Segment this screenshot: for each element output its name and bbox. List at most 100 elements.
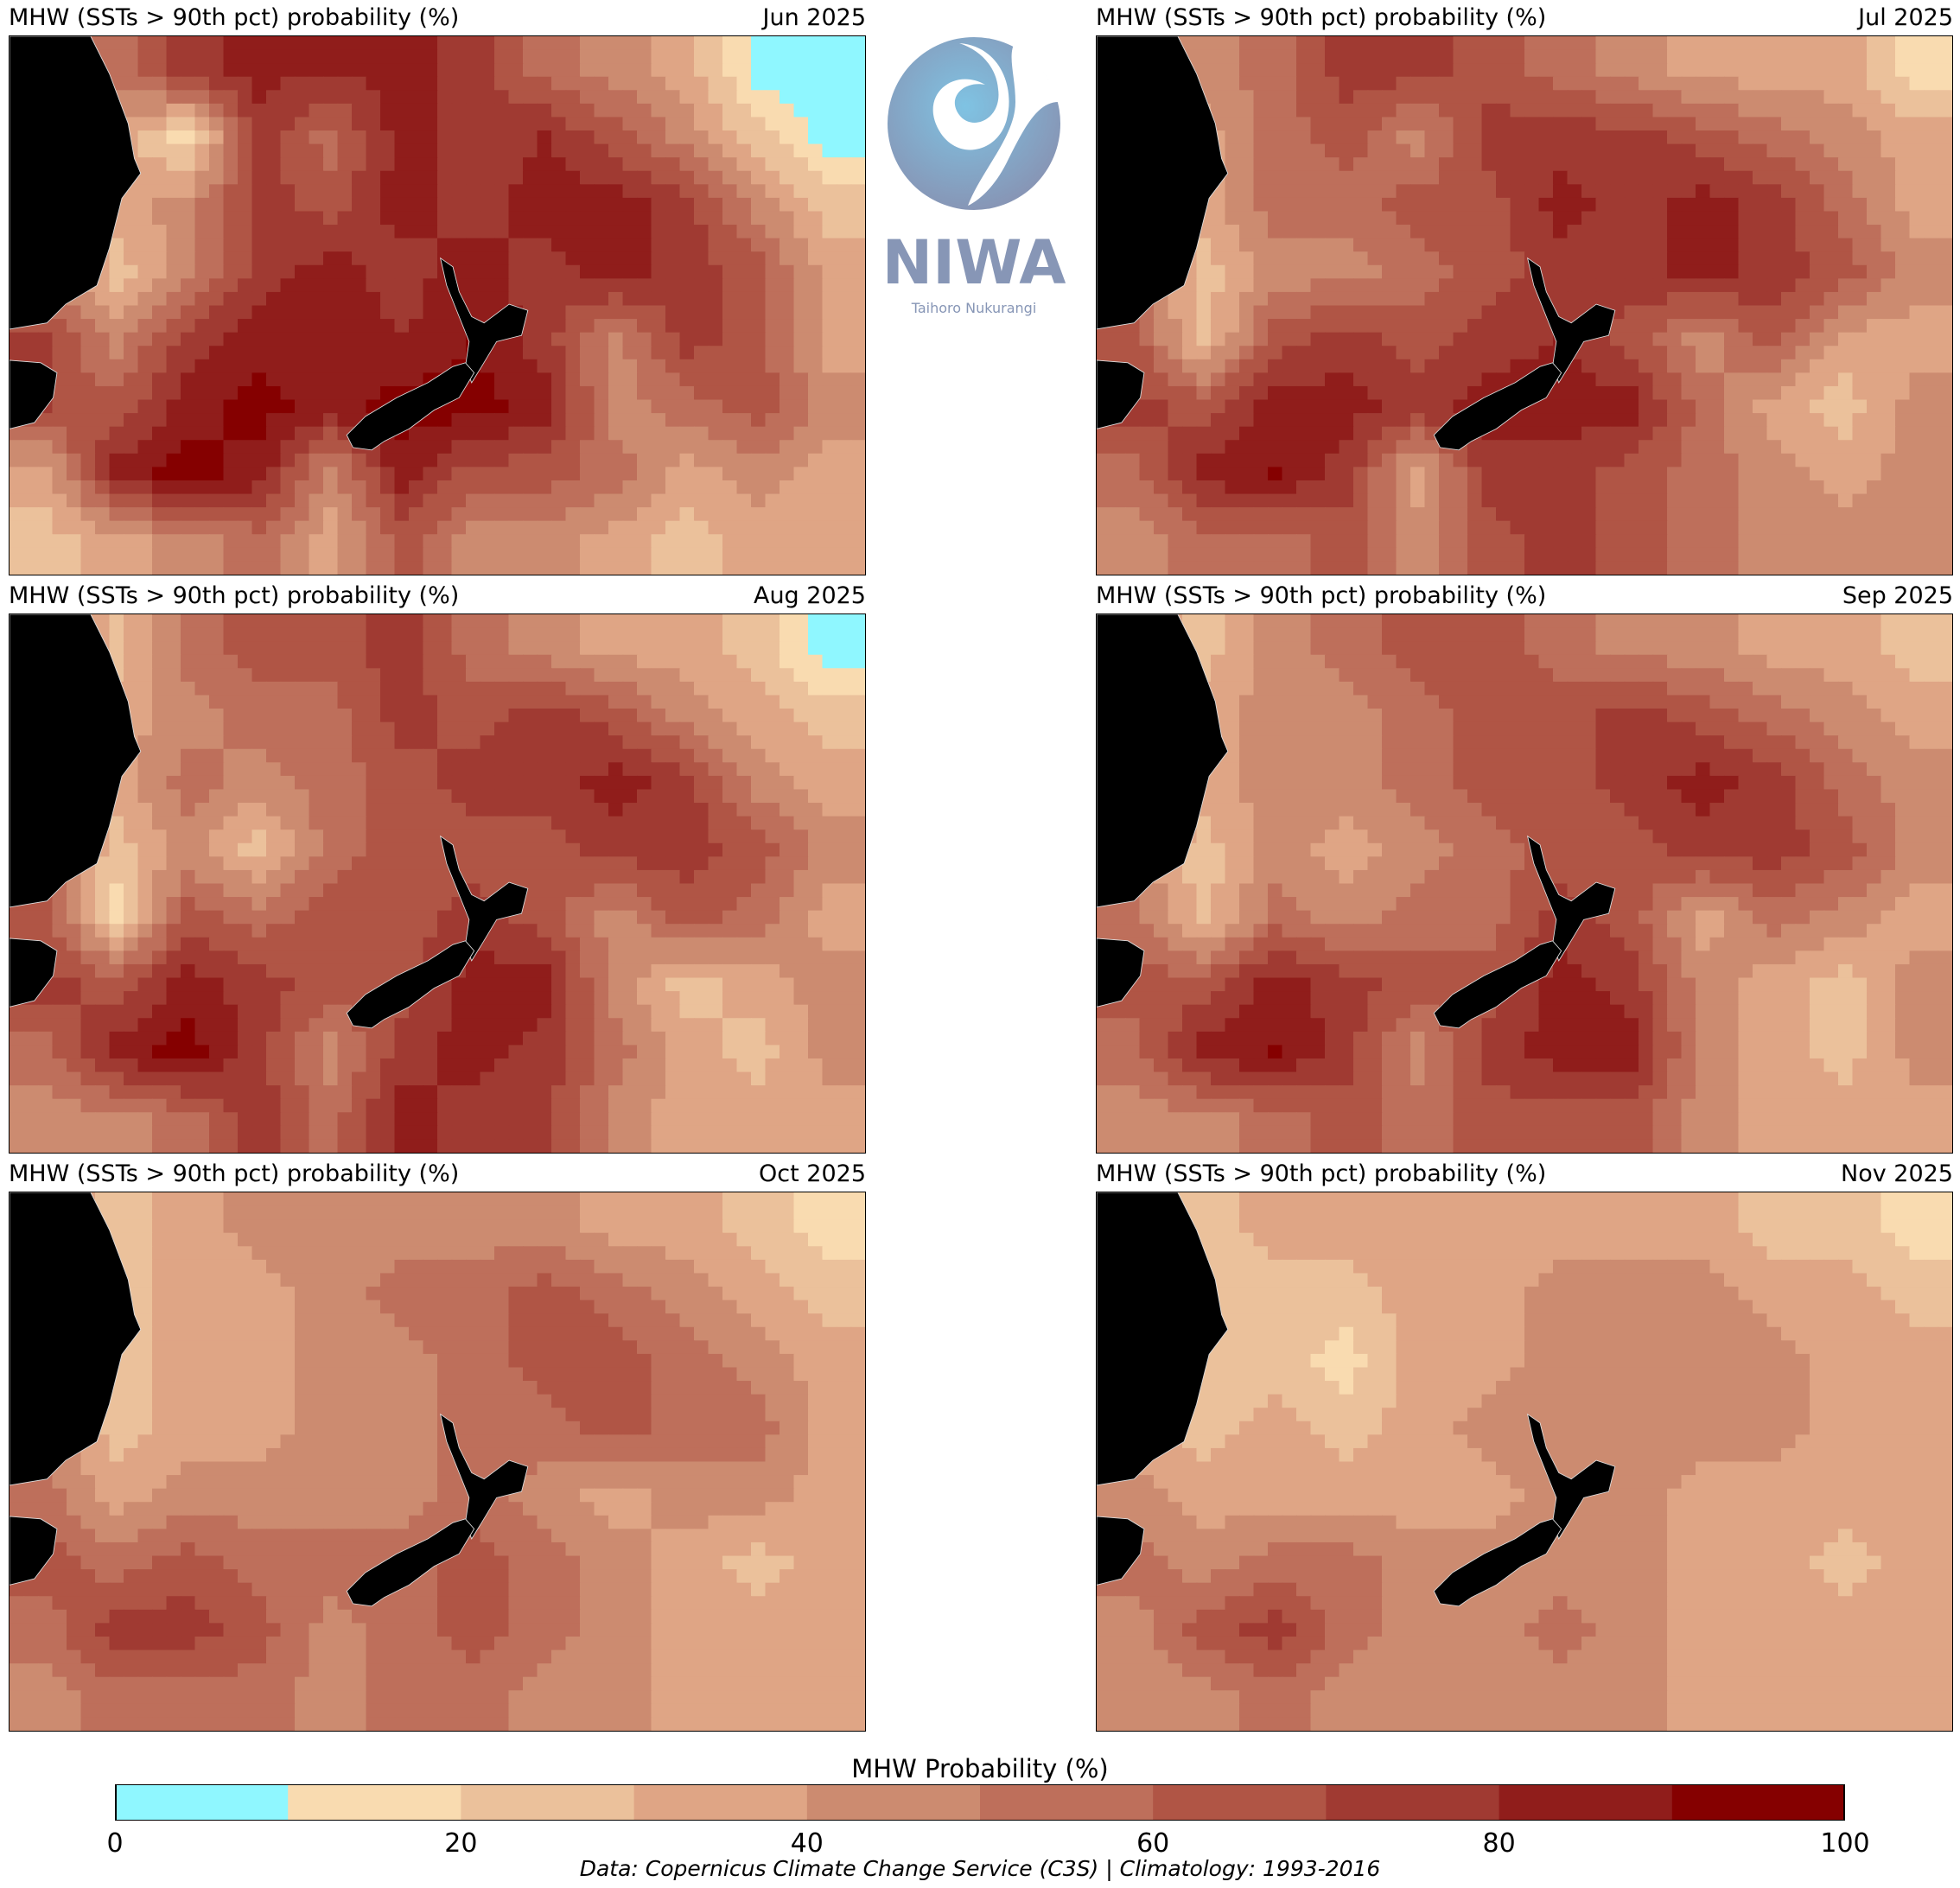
heatmap-cell: [751, 453, 767, 468]
heatmap-cell: [1424, 547, 1440, 563]
heatmap-cell: [1696, 359, 1711, 374]
heatmap-cell: [1496, 467, 1511, 481]
heatmap-cell: [793, 440, 809, 455]
heatmap-cell: [1553, 453, 1569, 468]
heatmap-cell: [1367, 157, 1383, 172]
heatmap-cell: [223, 117, 239, 131]
heatmap-cell: [1453, 467, 1468, 481]
heatmap-cell: [137, 359, 153, 374]
heatmap-cell: [238, 211, 253, 226]
heatmap-cell: [1924, 251, 1939, 266]
heatmap-cell: [137, 76, 153, 92]
heatmap-cell: [1924, 197, 1939, 213]
heatmap-cell: [1239, 319, 1255, 334]
heatmap-cell: [166, 385, 181, 401]
heatmap-cell: [551, 264, 567, 280]
heatmap-cell: [523, 76, 538, 92]
heatmap-cell: [1496, 507, 1511, 522]
heatmap-cell: [1681, 385, 1696, 401]
heatmap-cell: [1382, 49, 1397, 65]
heatmap-cell: [223, 157, 239, 172]
heatmap-cell: [451, 49, 467, 65]
heatmap-cell: [451, 197, 467, 213]
heatmap-cell: [394, 76, 410, 92]
heatmap-cell: [1766, 385, 1782, 401]
heatmap-cell: [565, 157, 581, 172]
heatmap-cell: [323, 238, 339, 253]
heatmap-cell: [1110, 547, 1126, 563]
heatmap-cell: [1880, 225, 1896, 239]
heatmap-cell: [67, 359, 82, 374]
heatmap-cell: [637, 63, 652, 78]
heatmap-cell: [665, 143, 681, 159]
heatmap-cell: [1753, 197, 1768, 213]
heatmap-cell: [736, 440, 752, 455]
heatmap-cell: [366, 534, 381, 549]
heatmap-cell: [637, 561, 652, 575]
heatmap-cell: [152, 63, 168, 78]
heatmap-cell: [1296, 76, 1312, 92]
heatmap-cell: [1567, 117, 1582, 131]
heatmap-cell: [1339, 346, 1354, 360]
heatmap-cell: [1938, 561, 1952, 575]
heatmap-cell: [651, 117, 666, 131]
heatmap-cell: [194, 520, 210, 536]
heatmap-cell: [850, 143, 865, 159]
heatmap-cell: [722, 614, 738, 629]
heatmap-cell: [380, 251, 396, 266]
heatmap-cell: [822, 440, 837, 455]
heatmap-cell: [679, 130, 695, 145]
heatmap-cell: [1781, 413, 1797, 428]
heatmap-cell: [181, 346, 196, 360]
heatmap-cell: [694, 440, 710, 455]
heatmap-cell: [181, 319, 196, 334]
heatmap-cell: [238, 264, 253, 280]
heatmap-cell: [1781, 63, 1797, 78]
heatmap-cell: [1538, 480, 1554, 495]
heatmap-cell: [551, 103, 567, 118]
heatmap-cell: [1766, 507, 1782, 522]
heatmap-cell: [437, 117, 453, 131]
heatmap-cell: [1738, 63, 1753, 78]
heatmap-cell: [1895, 385, 1911, 401]
heatmap-cell: [451, 561, 467, 575]
heatmap-cell: [1838, 534, 1854, 549]
heatmap-cell: [266, 63, 282, 78]
heatmap-cell: [1296, 90, 1312, 105]
heatmap-cell: [309, 49, 324, 65]
heatmap-cell: [1424, 440, 1440, 455]
heatmap-cell: [423, 90, 438, 105]
heatmap-cell: [1895, 507, 1911, 522]
heatmap-cell: [1895, 346, 1911, 360]
heatmap-cell: [1510, 305, 1525, 320]
heatmap-cell: [1581, 211, 1597, 226]
heatmap-cell: [1810, 130, 1825, 145]
heatmap-cell: [1367, 36, 1383, 51]
heatmap-cell: [1182, 453, 1198, 468]
heatmap-cell: [295, 291, 310, 307]
heatmap-cell: [1410, 170, 1426, 186]
heatmap-cell: [1880, 547, 1896, 563]
heatmap-cell: [1353, 534, 1369, 549]
heatmap-cell: [194, 467, 210, 481]
heatmap-cell: [1196, 291, 1212, 307]
heatmap-cell: [337, 130, 353, 145]
heatmap-cell: [1696, 291, 1711, 307]
heatmap-cell: [366, 346, 381, 360]
heatmap-cell: [694, 467, 710, 481]
heatmap-cell: [565, 143, 581, 159]
heatmap-cell: [1496, 332, 1511, 347]
heatmap-cell: [137, 211, 153, 226]
heatmap-cell: [1867, 547, 1882, 563]
heatmap-cell: [323, 426, 339, 442]
heatmap-cell: [1097, 440, 1112, 455]
heatmap-cell: [708, 426, 723, 442]
heatmap-cell: [1410, 561, 1426, 575]
heatmap-cell: [152, 36, 168, 51]
heatmap-cell: [1681, 426, 1696, 442]
heatmap-cell: [622, 117, 638, 131]
heatmap-cell: [409, 211, 424, 226]
heatmap-cell: [323, 251, 339, 266]
heatmap-cell: [736, 305, 752, 320]
heatmap-cell: [1738, 36, 1753, 51]
